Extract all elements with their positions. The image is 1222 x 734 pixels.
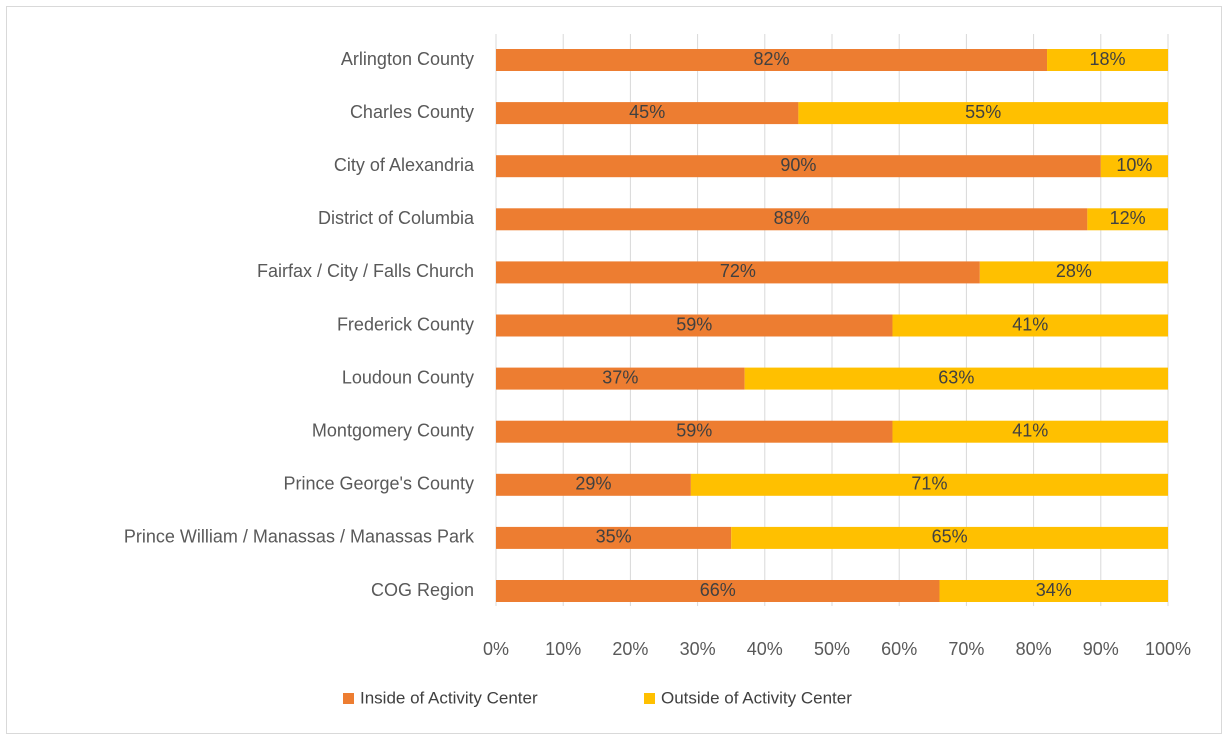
value-label: 59% <box>676 420 712 440</box>
x-tick-label: 80% <box>1016 639 1052 659</box>
y-tick-label: Prince George's County <box>283 474 474 494</box>
y-tick-label: District of Columbia <box>318 208 475 228</box>
value-label: 41% <box>1012 314 1048 334</box>
x-tick-label: 50% <box>814 639 850 659</box>
y-tick-label: Prince William / Manassas / Manassas Par… <box>124 527 475 547</box>
value-label: 37% <box>602 367 638 387</box>
bar-segment <box>496 49 1048 71</box>
bar-segment <box>496 102 799 125</box>
bar-segment <box>496 420 893 443</box>
bar-segment <box>798 102 1168 125</box>
bar-segment <box>892 314 1168 337</box>
value-label: 10% <box>1116 155 1152 175</box>
y-tick-label: Fairfax / City / Falls Church <box>257 261 474 281</box>
value-label: 66% <box>700 580 736 600</box>
value-label: 55% <box>965 102 1001 122</box>
y-tick-label: Arlington County <box>341 49 474 69</box>
bar-segment <box>496 473 691 496</box>
bar-segment <box>1047 49 1168 71</box>
value-label: 63% <box>938 367 974 387</box>
x-tick-label: 70% <box>948 639 984 659</box>
bar-segment <box>744 367 1168 390</box>
bar-segment <box>496 580 940 602</box>
value-label: 29% <box>575 474 611 494</box>
bar-segment <box>496 208 1088 231</box>
bar-segment <box>496 526 732 549</box>
x-tick-label: 100% <box>1145 639 1191 659</box>
bar-segment <box>496 155 1101 178</box>
bar-segment <box>690 473 1168 496</box>
y-tick-label: Frederick County <box>337 314 474 334</box>
value-label: 28% <box>1056 261 1092 281</box>
y-tick-label: Loudoun County <box>342 367 474 387</box>
value-label: 18% <box>1090 49 1126 69</box>
x-tick-label: 0% <box>483 639 509 659</box>
y-tick-label: City of Alexandria <box>334 155 475 175</box>
value-label: 41% <box>1012 420 1048 440</box>
bar-segment <box>496 367 745 390</box>
y-tick-label: Charles County <box>350 102 474 122</box>
bar-segment <box>939 580 1168 602</box>
value-label: 34% <box>1036 580 1072 600</box>
x-tick-label: 40% <box>747 639 783 659</box>
y-tick-label: COG Region <box>371 580 474 600</box>
x-tick-label: 60% <box>881 639 917 659</box>
x-tick-label: 30% <box>680 639 716 659</box>
value-label: 35% <box>596 527 632 547</box>
x-tick-label: 90% <box>1083 639 1119 659</box>
x-tick-label: 20% <box>612 639 648 659</box>
legend-label: Inside of Activity Center <box>360 688 538 707</box>
bar-segment <box>496 261 980 284</box>
bar-segment <box>1087 208 1168 231</box>
bar-segment <box>892 420 1168 443</box>
y-tick-label: Montgomery County <box>312 420 474 440</box>
value-label: 72% <box>720 261 756 281</box>
bar-segment <box>979 261 1168 284</box>
legend-label: Outside of Activity Center <box>661 688 852 707</box>
value-label: 45% <box>629 102 665 122</box>
value-label: 59% <box>676 314 712 334</box>
value-label: 88% <box>774 208 810 228</box>
x-tick-label: 10% <box>545 639 581 659</box>
legend-swatch <box>343 693 354 704</box>
bar-segment <box>496 314 893 337</box>
bar-segment <box>731 526 1168 549</box>
value-label: 71% <box>911 474 947 494</box>
bar-segment <box>1100 155 1168 178</box>
value-label: 82% <box>754 49 790 69</box>
legend-swatch <box>644 693 655 704</box>
value-label: 12% <box>1110 208 1146 228</box>
value-label: 65% <box>932 527 968 547</box>
value-label: 90% <box>780 155 816 175</box>
